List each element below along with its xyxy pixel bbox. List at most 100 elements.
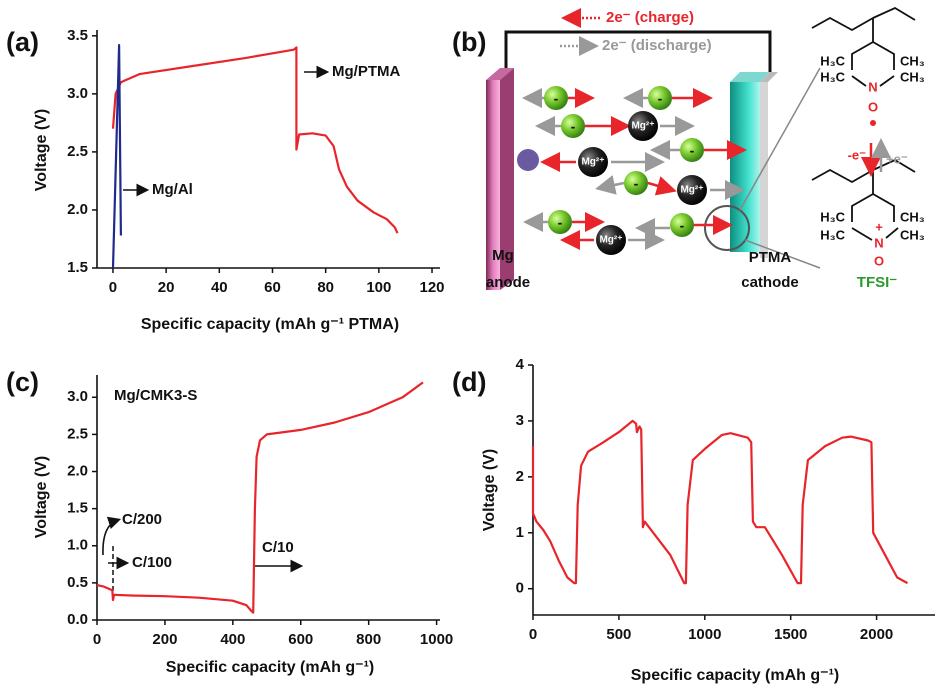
x-tick-label: 1500 [774, 626, 807, 643]
atom-label: + [875, 219, 883, 234]
annotation: C/10 [262, 539, 294, 556]
x-tick-label: 0 [93, 631, 101, 648]
cathode-label: cathode [741, 274, 799, 291]
y-tick-label: 0.5 [67, 574, 88, 591]
charge-label: 2e⁻ (charge) [606, 9, 694, 26]
anion [680, 138, 704, 162]
x-tick-label: 600 [288, 631, 313, 648]
y-tick-label: 3.0 [67, 388, 88, 405]
reduction-label: +e⁻ [886, 151, 908, 166]
x-axis-title: Specific capacity (mAh g⁻¹ PTMA) [141, 316, 399, 333]
data-line [531, 419, 909, 585]
y-tick-label: 2.5 [67, 143, 88, 160]
atom-label: CH₃ [900, 53, 925, 68]
y-tick-label: 4 [516, 356, 525, 373]
atom-label: N [874, 235, 883, 250]
atom-label: CH₃ [900, 209, 925, 224]
anode-top [486, 68, 514, 80]
cathode-label: PTMA [749, 249, 792, 266]
y-tick-label: 0.0 [67, 611, 88, 628]
x-tick-label: 0 [109, 279, 117, 296]
anion [548, 210, 572, 234]
y-tick-label: 1.0 [67, 537, 88, 554]
atom-label: H₃C [820, 53, 845, 68]
annotation: Mg/CMK3-S [114, 387, 197, 404]
y-tick-label: 0 [516, 580, 524, 597]
cation [677, 175, 707, 205]
data-line [111, 46, 399, 234]
cathode [730, 82, 760, 252]
atom-label: O [874, 253, 884, 268]
atom-label: N [868, 79, 877, 94]
y-axis-title: Voltage (V) [481, 449, 498, 531]
x-tick-label: 500 [606, 626, 631, 643]
atom-label: CH₃ [900, 227, 925, 242]
y-tick-label: 3 [516, 412, 524, 429]
x-axis-title: Specific capacity (mAh g⁻¹) [631, 667, 840, 684]
anion-charge: - [658, 91, 663, 107]
zoom-line [744, 239, 821, 269]
x-axis-title: Specific capacity (mAh g⁻¹) [166, 659, 375, 676]
atom-label: H₃C [820, 209, 845, 224]
counter-ion: TFSI⁻ [857, 274, 897, 291]
annotation: C/100 [132, 554, 172, 571]
x-tick-label: 1000 [688, 626, 721, 643]
annotation: Mg/Al [152, 181, 193, 198]
x-tick-label: 400 [220, 631, 245, 648]
x-tick-label: 20 [158, 279, 175, 296]
atom-label: H₃C [820, 227, 845, 242]
y-tick-label: 1.5 [67, 500, 88, 517]
cation-label: Mg²⁺ [581, 157, 604, 168]
panel-label: (d) [452, 367, 486, 397]
cation [628, 111, 658, 141]
panel-label: (c) [6, 367, 39, 397]
atom-label: H₃C [820, 69, 845, 84]
annotation-arrow [102, 516, 122, 556]
y-tick-label: 2.5 [67, 425, 88, 442]
anode-label: Mg [492, 247, 514, 264]
zoom-line [739, 67, 821, 211]
anode-label: anode [486, 274, 530, 291]
annotation: C/200 [122, 511, 162, 528]
y-tick-label: 2.0 [67, 201, 88, 218]
x-tick-label: 80 [317, 279, 334, 296]
cation-label: Mg²⁺ [680, 185, 703, 196]
atom-label: O [868, 99, 878, 114]
anion [670, 213, 694, 237]
anode-side [500, 68, 514, 290]
anode [486, 80, 500, 290]
y-tick-label: 3.5 [67, 27, 88, 44]
external-wire [504, 30, 772, 72]
y-tick-label: 3.0 [67, 85, 88, 102]
cell-diagram: 2e⁻ (charge) 2e⁻ (discharge) Mg anode PT… [486, 6, 916, 291]
y-tick-label: 2 [516, 468, 524, 485]
anion [624, 171, 648, 195]
annotation: Mg/PTMA [332, 63, 400, 80]
anion [561, 114, 585, 138]
atom-label: CH₃ [900, 69, 925, 84]
anion [648, 86, 672, 110]
cation-label: Mg²⁺ [631, 121, 654, 132]
discharge-label: 2e⁻ (discharge) [602, 37, 712, 54]
cation-label: Mg²⁺ [599, 235, 622, 246]
anion [544, 86, 568, 110]
ion-arrows [522, 88, 747, 250]
cation [578, 147, 608, 177]
x-tick-label: 2000 [860, 626, 893, 643]
anion-charge: - [554, 91, 559, 107]
radical-structure [811, 6, 916, 241]
oxidation-label: -e⁻ [848, 147, 867, 162]
anion-charge: - [571, 119, 576, 135]
panel-label: (b) [452, 27, 486, 57]
x-tick-label: 120 [420, 279, 445, 296]
data-line [96, 381, 424, 614]
data-line [111, 44, 122, 269]
anion-charge: - [680, 218, 685, 234]
y-tick-label: 1 [516, 524, 524, 541]
panel-label: (a) [6, 27, 39, 57]
x-tick-label: 200 [152, 631, 177, 648]
x-tick-label: 100 [366, 279, 391, 296]
zoom-circle [704, 205, 750, 251]
anion-charge: - [634, 176, 639, 192]
